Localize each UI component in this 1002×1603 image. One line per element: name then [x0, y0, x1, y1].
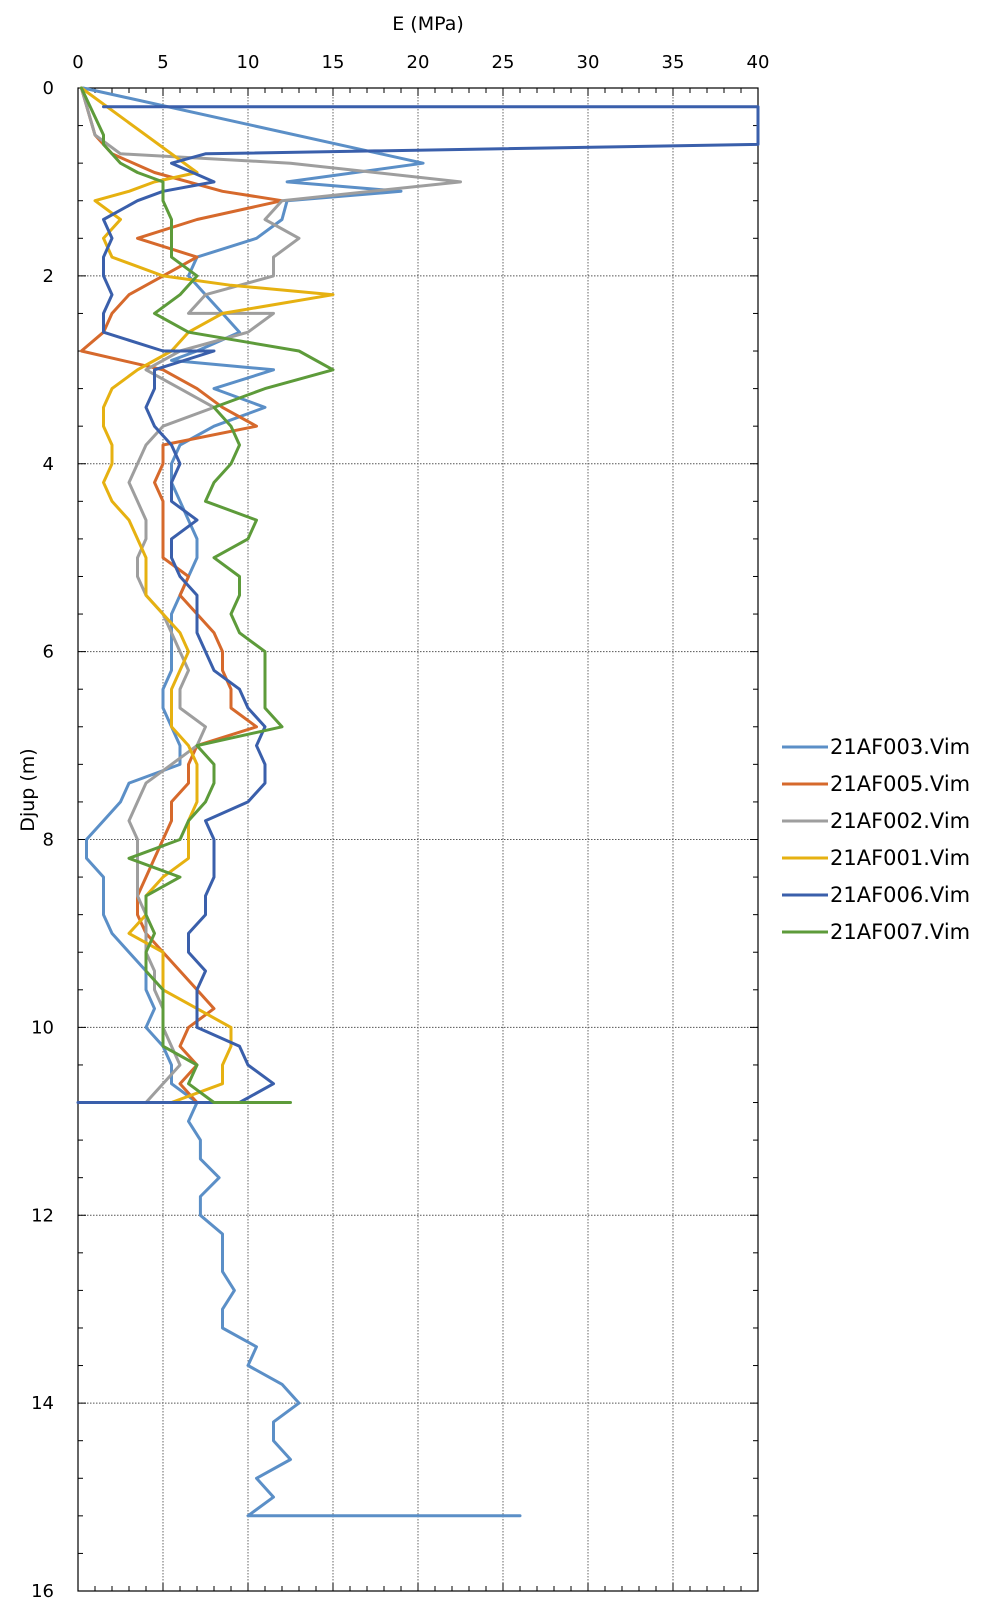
series-line-21af003-vim — [81, 86, 522, 1518]
legend: 21AF003.Vim 21AF005.Vim 21AF002.Vim 21AF001… — [782, 735, 970, 944]
x-tick-label: 25 — [492, 52, 515, 73]
y-tick-label: 10 — [31, 1017, 54, 1038]
series-line-21af002-vim — [79, 86, 462, 1104]
legend-label: 21AF005.Vim — [830, 772, 970, 796]
x-axis-title: E (MPa) — [392, 13, 464, 35]
y-tick-labels: 0 2 4 6 8 10 12 14 16 — [31, 78, 54, 1602]
y-tick-label: 0 — [43, 78, 54, 99]
x-tick-label: 40 — [747, 52, 770, 73]
y-tick-label: 14 — [31, 1393, 54, 1414]
legend-label: 21AF002.Vim — [830, 809, 970, 833]
y-axis-title: Djup (m) — [17, 748, 39, 831]
x-tick-label: 0 — [72, 52, 83, 73]
y-tick-label: 12 — [31, 1205, 54, 1226]
y-tick-label: 4 — [43, 454, 54, 475]
x-tick-label: 30 — [577, 52, 600, 73]
y-tick-label: 8 — [43, 830, 54, 851]
x-tick-label: 10 — [237, 52, 260, 73]
x-tick-labels: 0 5 10 15 20 25 30 35 40 — [72, 52, 769, 73]
y-tick-label: 6 — [43, 642, 54, 663]
series-line-21af007-vim — [79, 86, 335, 1104]
x-tick-label: 20 — [407, 52, 430, 73]
legend-label: 21AF006.Vim — [830, 883, 970, 907]
series-line-21af005-vim — [79, 86, 284, 1104]
legend-label: 21AF007.Vim — [830, 920, 970, 944]
y-tick-label: 16 — [31, 1581, 54, 1602]
x-tick-label: 35 — [662, 52, 685, 73]
series-layer — [76, 86, 760, 1518]
grid — [77, 87, 759, 1592]
x-tick-label: 5 — [157, 52, 168, 73]
series-line-21af006-vim — [76, 105, 760, 1104]
legend-label: 21AF003.Vim — [830, 735, 970, 759]
x-tick-label: 15 — [322, 52, 345, 73]
legend-label: 21AF001.Vim — [830, 846, 970, 870]
series-line-21af001-vim — [79, 86, 335, 1104]
y-tick-label: 2 — [43, 266, 54, 287]
